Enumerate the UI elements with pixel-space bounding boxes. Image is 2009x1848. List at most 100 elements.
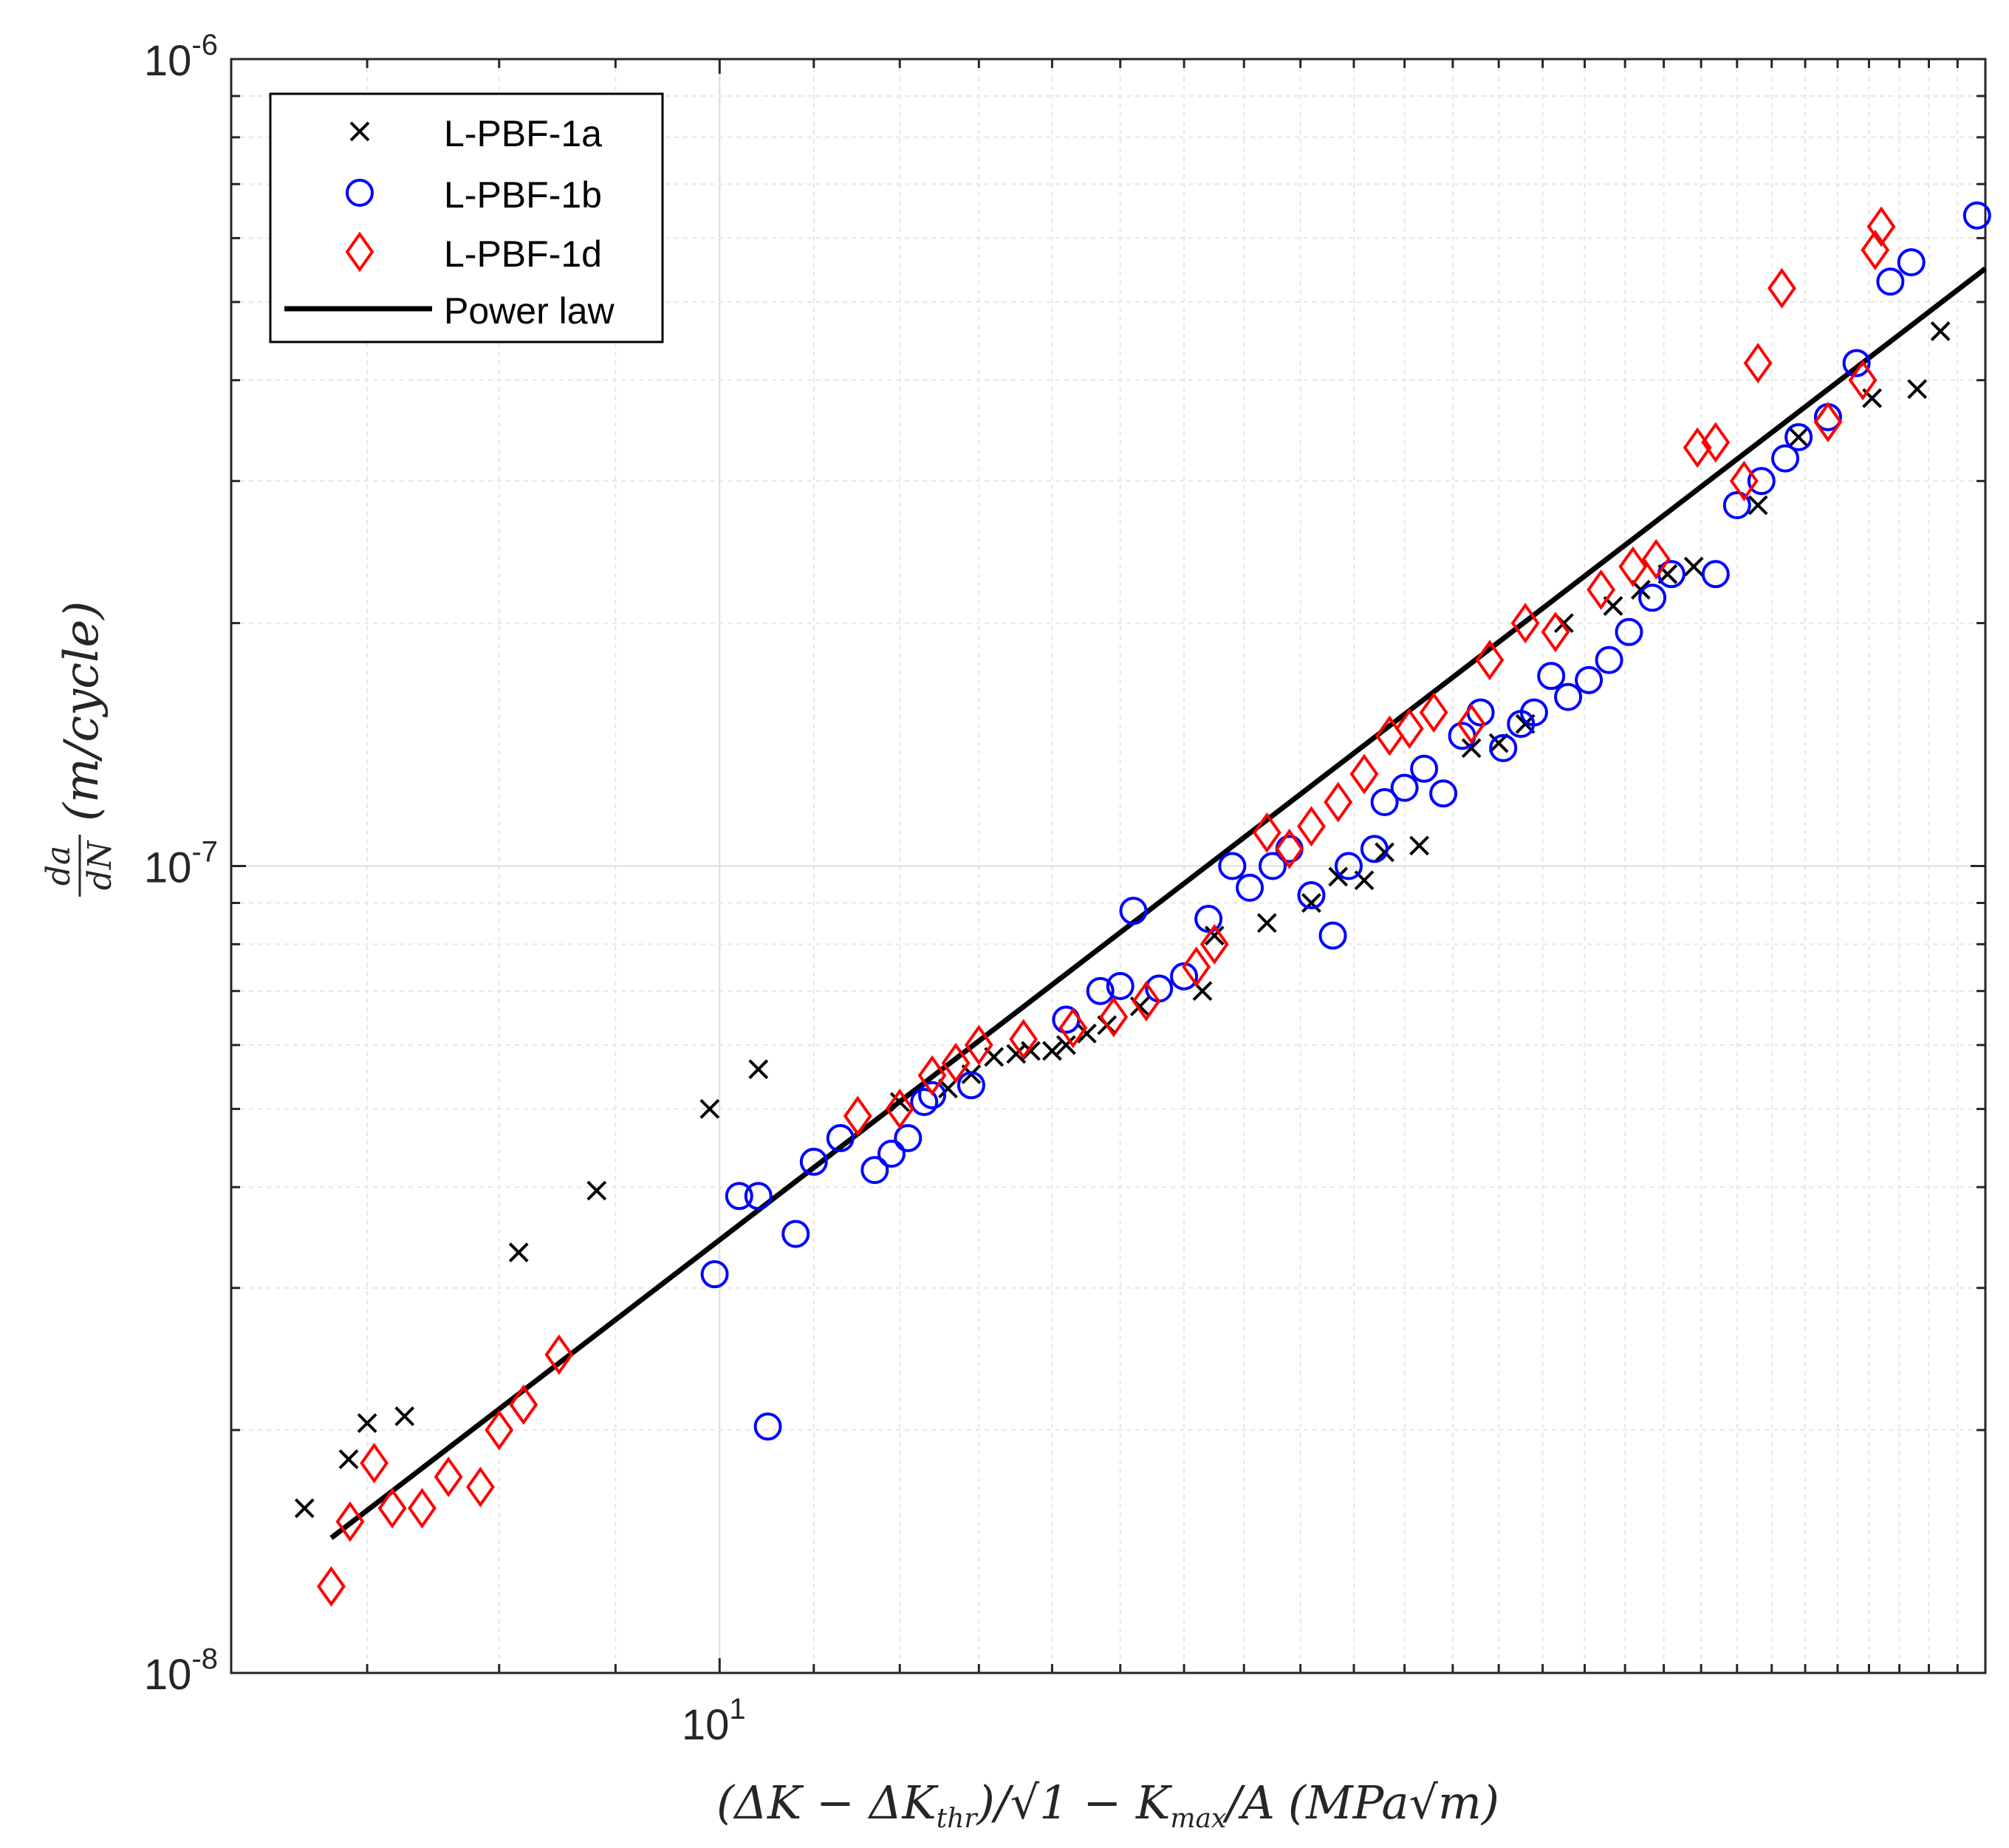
data-point: [335, 1501, 365, 1542]
data-point: [699, 1098, 720, 1119]
data-point: [1683, 427, 1712, 468]
y-label-den: dN: [81, 840, 119, 890]
data-point: [1334, 852, 1363, 880]
data-point: [1615, 617, 1643, 646]
data-point: [1743, 343, 1773, 384]
data-point: [1701, 560, 1730, 589]
legend-box: [269, 92, 664, 343]
data-point: [1170, 962, 1199, 990]
legend-label: Power law: [444, 290, 615, 332]
data-point: [1194, 905, 1223, 934]
data-point: [360, 1443, 389, 1484]
data-point: [700, 1260, 729, 1289]
data-point: [1475, 640, 1505, 681]
x-axis-label: (ΔK − ΔKthr)/√1 − Kmax/A (MPa√m): [716, 1776, 1499, 1834]
data-point: [1370, 787, 1399, 816]
data-point: [338, 1449, 359, 1470]
data-point: [885, 1088, 914, 1129]
x-label-mid: )/√1 − K: [976, 1776, 1173, 1830]
data-point: [1510, 603, 1540, 644]
data-point: [1058, 1007, 1088, 1049]
data-point: [1218, 852, 1247, 880]
data-point: [889, 1092, 910, 1112]
data-point: [1784, 422, 1813, 451]
axes: 10-8 10-7 10-6 101: [144, 29, 1987, 1749]
data-point: [1410, 754, 1439, 783]
data-point: [1119, 897, 1148, 925]
x-tick-label: 101: [682, 1693, 746, 1749]
data-point: [317, 1566, 346, 1607]
data-point: [1236, 873, 1264, 902]
data-point: [1519, 698, 1548, 727]
data-point: [1275, 828, 1304, 869]
data-point: [843, 1095, 872, 1137]
data-point: [860, 1156, 889, 1185]
data-point: [1842, 349, 1871, 377]
data-point: [1641, 538, 1671, 580]
y-label-unit: (m/cycle): [55, 601, 109, 821]
data-point: [1722, 490, 1751, 519]
data-point: [1767, 267, 1796, 309]
x-label-open: (ΔK − ΔK: [716, 1776, 939, 1830]
legend-label: L-PBF-1d: [444, 233, 602, 275]
data-point: [1328, 866, 1349, 887]
data-point: [1861, 229, 1890, 270]
data-point: [1419, 692, 1448, 733]
legend-label: L-PBF-1b: [444, 174, 602, 216]
data-point: [1390, 773, 1419, 802]
data-point: [918, 1081, 947, 1109]
data-point: [917, 1055, 947, 1096]
data-point: [1349, 753, 1379, 795]
data-point: [508, 1242, 529, 1263]
y-label-num: da: [40, 846, 78, 886]
data-point: [941, 1042, 971, 1084]
data-point: [1748, 495, 1768, 516]
data-layer: [294, 201, 1991, 1607]
data-point: [1575, 665, 1604, 694]
data-point: [1747, 467, 1776, 496]
series-L-PBF-1d: [317, 206, 1896, 1607]
data-point: [877, 1140, 906, 1168]
data-point: [1132, 981, 1161, 1021]
legend-label: L-PBF-1a: [444, 113, 602, 154]
data-point: [826, 1123, 855, 1152]
data-point: [509, 1384, 538, 1426]
data-point: [748, 1059, 769, 1080]
legend: L-PBF-1a L-PBF-1b L-PBF-1d Power law: [269, 92, 664, 343]
data-point: [294, 1498, 315, 1519]
data-point: [1729, 460, 1759, 502]
data-point: [910, 1087, 939, 1116]
x-label-sub-max: max: [1170, 1804, 1226, 1834]
data-point: [1199, 923, 1229, 965]
legend-marker-x: [349, 121, 370, 142]
data-point: [394, 1406, 415, 1426]
legend-marker-d: [345, 231, 374, 273]
data-point: [1297, 881, 1326, 910]
data-point: [753, 1412, 782, 1441]
y-tick-label: 10-8: [144, 1643, 218, 1699]
data-point: [1258, 852, 1287, 880]
data-point: [1297, 806, 1326, 847]
data-point: [956, 1071, 985, 1100]
data-point: [1086, 976, 1115, 1005]
data-point: [1638, 584, 1667, 612]
data-point: [744, 1182, 773, 1211]
data-point: [485, 1409, 514, 1451]
data-point: [1587, 569, 1616, 610]
data-point: [1866, 206, 1896, 247]
y-axis-label: da dN (m/cycle): [40, 601, 119, 897]
data-point: [1076, 1023, 1097, 1044]
data-point: [1788, 427, 1809, 448]
data-point: [1099, 996, 1129, 1038]
data-point: [408, 1488, 437, 1529]
data-point: [1301, 893, 1321, 913]
data-point: [1771, 444, 1800, 473]
data-point: [1813, 401, 1843, 442]
data-point: [894, 1123, 923, 1152]
y-tick-label: 10-6: [144, 29, 218, 85]
data-point: [964, 1024, 993, 1066]
data-point: [1409, 835, 1429, 856]
data-point: [1488, 733, 1509, 753]
y-tick-label: 10-7: [144, 836, 218, 892]
data-point: [1461, 738, 1482, 759]
